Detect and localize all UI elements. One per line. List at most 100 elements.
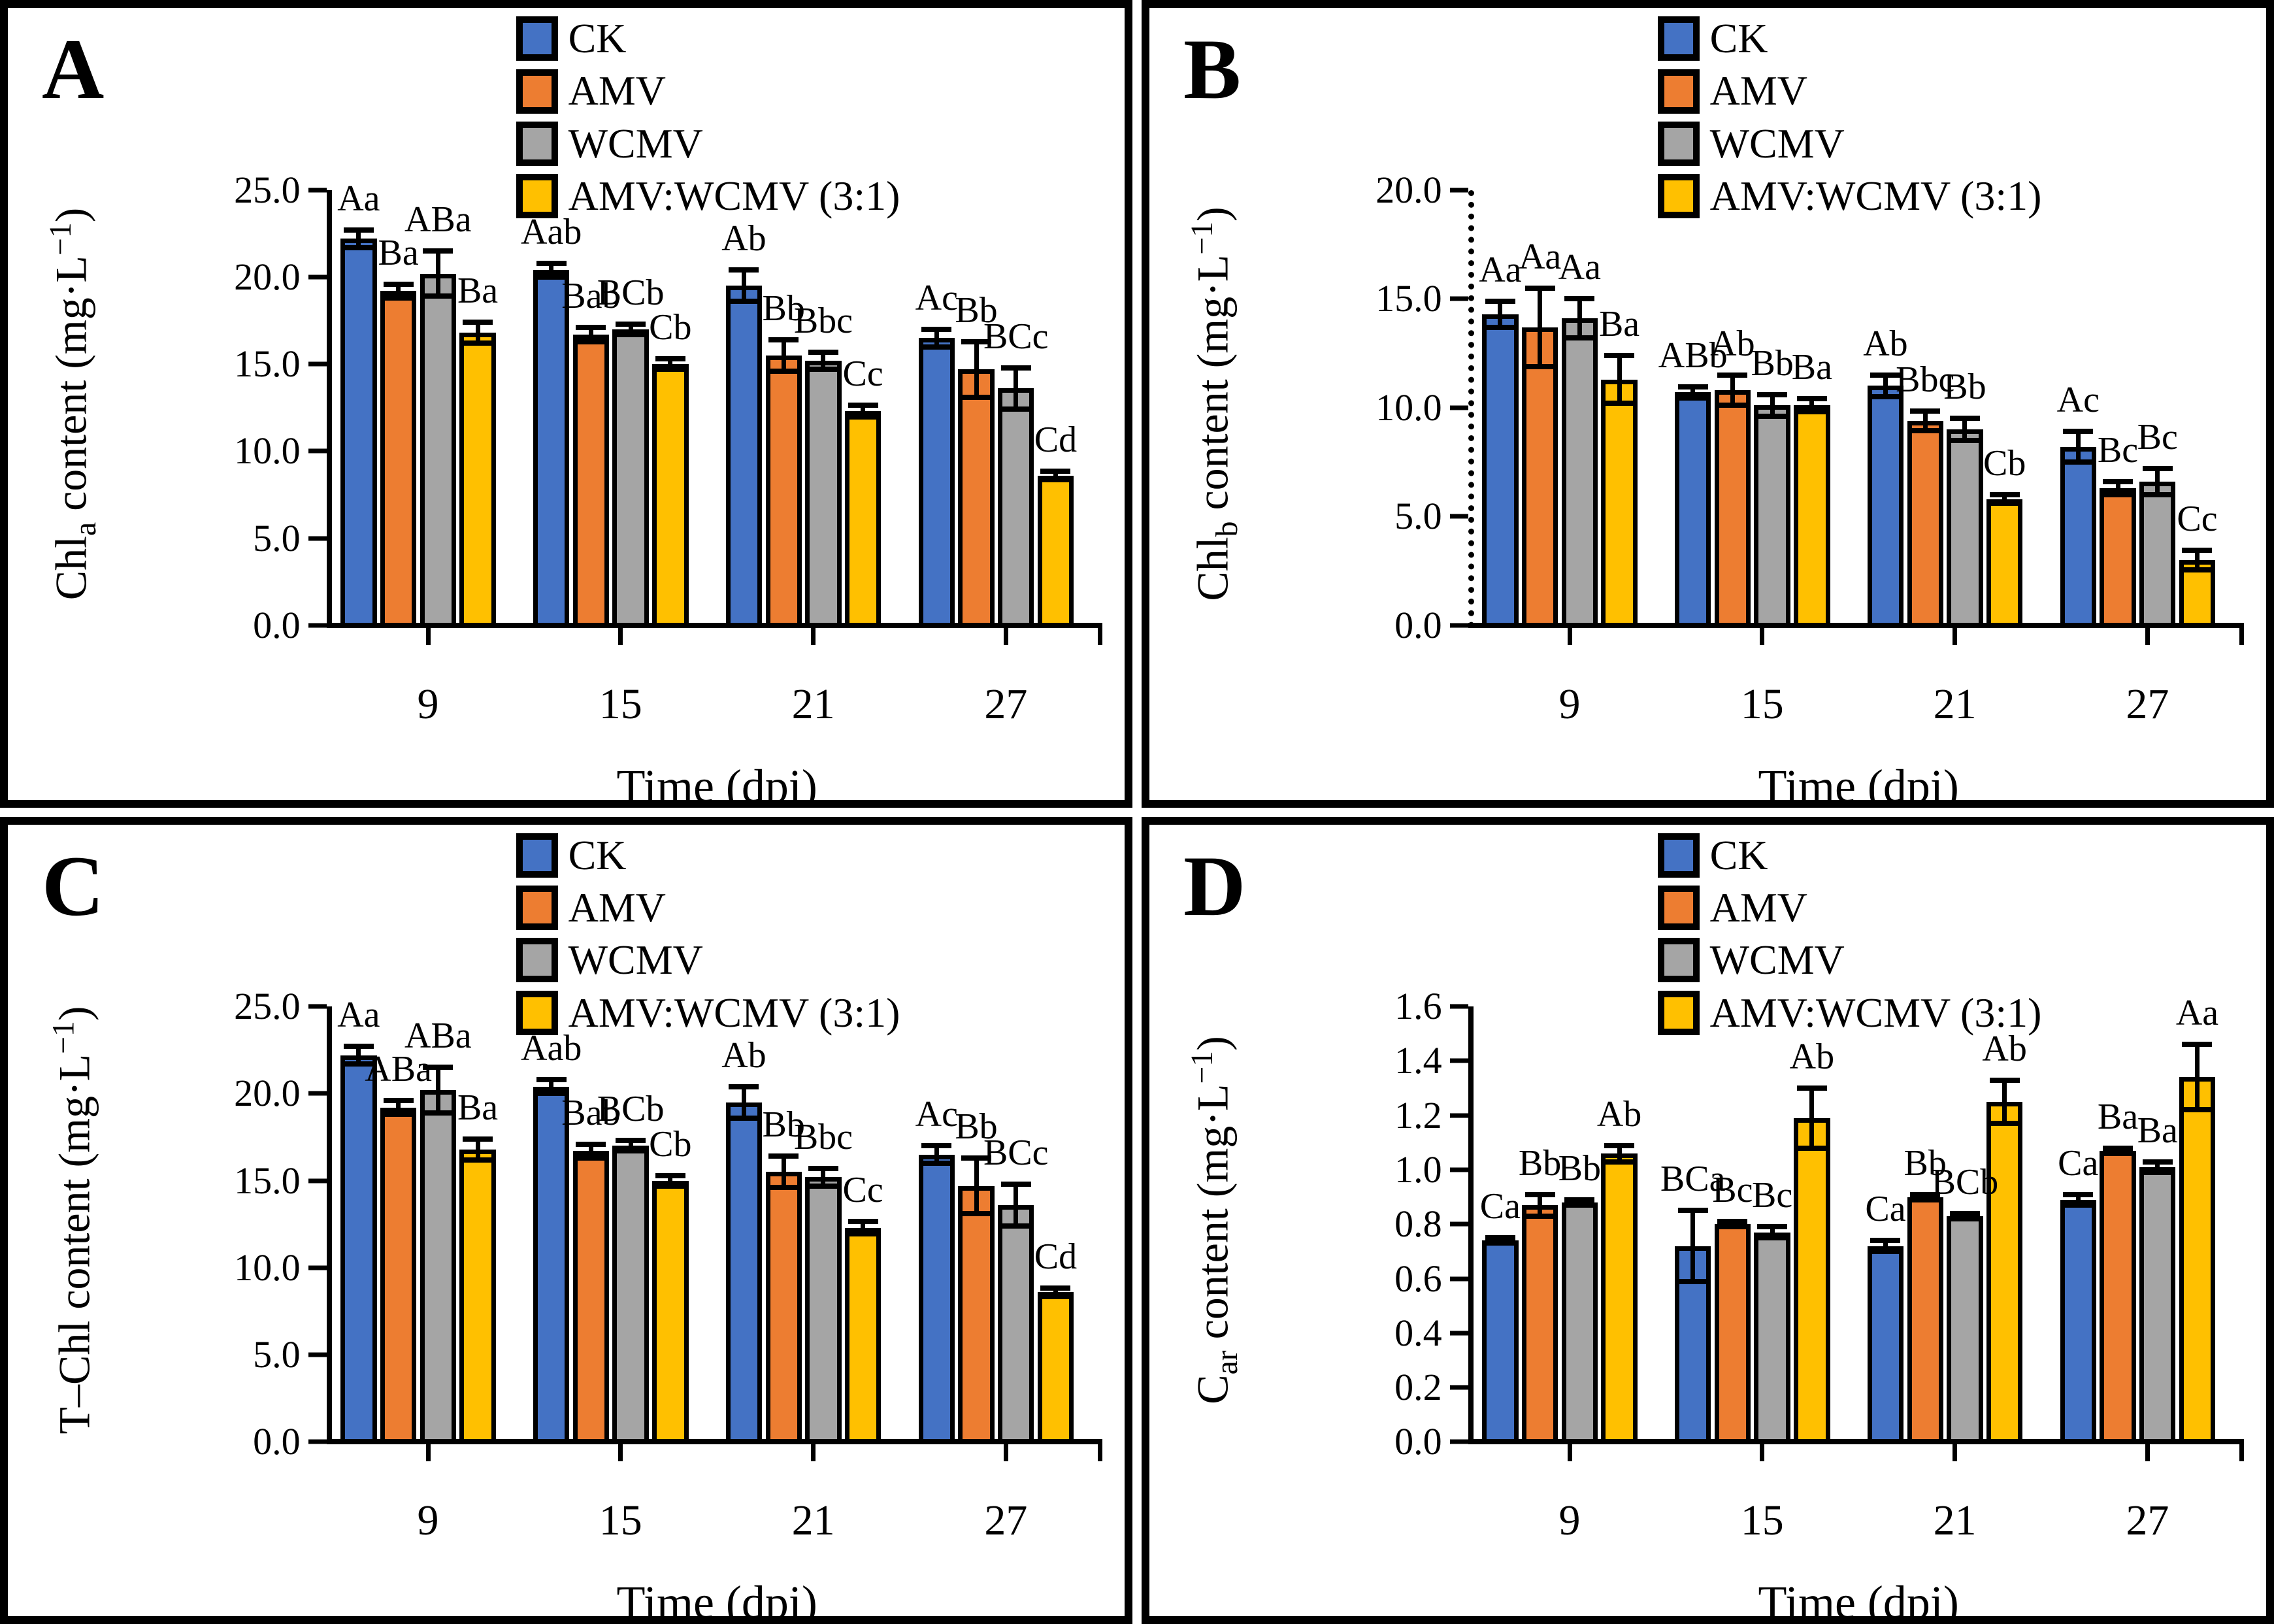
error-bar-cap: [2182, 567, 2213, 572]
error-bar-cap: [729, 1084, 759, 1089]
y-axis-title-part: ): [1187, 1036, 1238, 1052]
x-category-label: 27: [2126, 680, 2169, 728]
error-bar-cap: [2182, 1042, 2213, 1048]
error-bar: [741, 1086, 746, 1118]
bar: [2100, 1150, 2136, 1442]
y-axis-title-part: −1: [1185, 1051, 1219, 1084]
error-bar: [435, 250, 440, 297]
significance-label: Ab: [1596, 1093, 1642, 1135]
y-axis-title: Chla content (mg·L−1): [43, 207, 103, 600]
error-bar: [475, 1138, 480, 1160]
y-tick-label: 10.0: [1376, 386, 1442, 429]
significance-label: Ba: [1598, 303, 1640, 344]
bar: [340, 1055, 377, 1442]
x-axis-title: Time (dpi): [1758, 1576, 1959, 1624]
legend-swatch-icon: [1657, 833, 1700, 878]
error-bar: [2155, 1161, 2160, 1173]
legend-swatch-icon: [516, 938, 558, 983]
error-bar-cap: [1796, 409, 1827, 415]
error-bar: [1538, 1194, 1543, 1216]
error-bar-cap: [808, 349, 838, 355]
x-axis-line: [326, 1439, 1102, 1445]
panel-a: A CK AMV WCMV AMV:WCMV (3:1) Chla content (…: [0, 0, 1132, 808]
legend-item: AMV: [516, 884, 900, 931]
error-bar: [1690, 387, 1696, 398]
error-bar: [549, 1080, 554, 1094]
error-bar-cap: [1524, 1213, 1555, 1219]
significance-label: Cc: [2177, 499, 2218, 540]
bar: [533, 270, 570, 625]
error-bar: [1883, 1240, 1888, 1251]
y-axis-title-part: ): [49, 1006, 99, 1021]
y-tick-label: 0.0: [1394, 1420, 1442, 1463]
legend-item: AMV:WCMV (3:1): [516, 989, 900, 1036]
y-tick-label: 1.0: [1394, 1148, 1442, 1191]
y-tick-mark: [308, 361, 327, 367]
bar: [805, 1177, 842, 1442]
error-bar: [1730, 374, 1735, 406]
error-bar-cap: [1040, 477, 1071, 483]
bar: [1521, 1205, 1558, 1442]
panel-letter: B: [1183, 21, 1242, 117]
legend-swatch-icon: [516, 16, 558, 61]
legend-swatch-icon: [1657, 69, 1700, 114]
legend-swatch-icon: [516, 990, 558, 1035]
error-bar-cap: [1989, 1077, 2020, 1083]
bar: [1986, 1101, 2023, 1442]
error-bar-cap: [383, 1098, 414, 1104]
significance-label: Ab: [1710, 323, 1755, 364]
y-tick-mark: [1449, 1058, 1468, 1063]
significance-label: Ba: [457, 271, 499, 312]
error-bar-cap: [729, 1115, 759, 1121]
error-bar: [588, 327, 593, 342]
error-bar: [861, 405, 866, 418]
legend-item: AMV: [1657, 67, 2042, 114]
bar: [1947, 1216, 1983, 1442]
significance-label: Bb: [762, 288, 805, 329]
significance-label: Bb: [955, 290, 998, 331]
y-tick-mark: [308, 1178, 327, 1184]
error-bar: [974, 341, 979, 397]
error-bar-cap: [343, 244, 374, 250]
y-axis-title-part: ar: [1210, 1350, 1245, 1375]
legend-item: WCMV: [1657, 120, 2042, 167]
bar: [805, 360, 842, 625]
bar: [1754, 405, 1790, 625]
significance-label: ABa: [404, 1016, 472, 1057]
x-tick-mark: [1003, 1444, 1008, 1462]
x-tick-mark: [811, 1444, 816, 1462]
plot-area: 0.0 5.0 10.0 15.0 20.0 9 15 21 27 Aa ABb Ab Ac Aa Ab Bb…: [1376, 171, 2244, 725]
significance-label: Aa: [1479, 249, 1522, 290]
x-tick-mark: [618, 627, 623, 645]
y-tick-mark: [308, 623, 327, 628]
error-bar: [396, 284, 401, 298]
y-tick-mark: [1449, 1221, 1468, 1227]
y-tick-label: 10.0: [234, 429, 301, 472]
significance-label: Aab: [521, 1028, 582, 1069]
x-tick-mark: [1760, 627, 1765, 645]
error-bar-cap: [808, 1166, 838, 1172]
y-tick-label: 1.2: [1394, 1093, 1442, 1136]
error-bar-cap: [1717, 1219, 1748, 1225]
significance-label: Ab: [721, 218, 766, 259]
error-bar-cap: [1000, 365, 1031, 371]
error-bar-cap: [463, 340, 493, 346]
error-bar: [475, 322, 480, 344]
bar: [1601, 379, 1638, 625]
bar: [652, 1180, 689, 1442]
bar: [1037, 1292, 1074, 1442]
error-bar: [1053, 1287, 1058, 1297]
error-bar: [821, 1168, 826, 1186]
y-tick-label: 5.0: [1394, 495, 1442, 538]
significance-label: Bab: [561, 1092, 621, 1133]
error-bar-cap: [1485, 1240, 1515, 1246]
error-bar: [396, 1101, 401, 1115]
y-tick-mark: [308, 188, 327, 193]
error-bar: [2002, 1080, 2007, 1124]
significance-label: Bb: [1518, 1142, 1562, 1184]
error-bar-cap: [848, 1231, 878, 1236]
x-tick-mark: [1567, 1444, 1572, 1462]
error-bar: [628, 1140, 633, 1152]
significance-label: Bbc: [1896, 359, 1955, 400]
